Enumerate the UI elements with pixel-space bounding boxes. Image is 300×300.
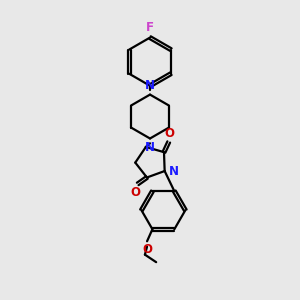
Text: N: N (145, 80, 155, 92)
Text: O: O (130, 185, 141, 199)
Text: N: N (168, 164, 178, 178)
Text: F: F (146, 21, 154, 34)
Text: O: O (142, 243, 152, 256)
Text: N: N (145, 141, 155, 154)
Text: O: O (165, 128, 175, 140)
